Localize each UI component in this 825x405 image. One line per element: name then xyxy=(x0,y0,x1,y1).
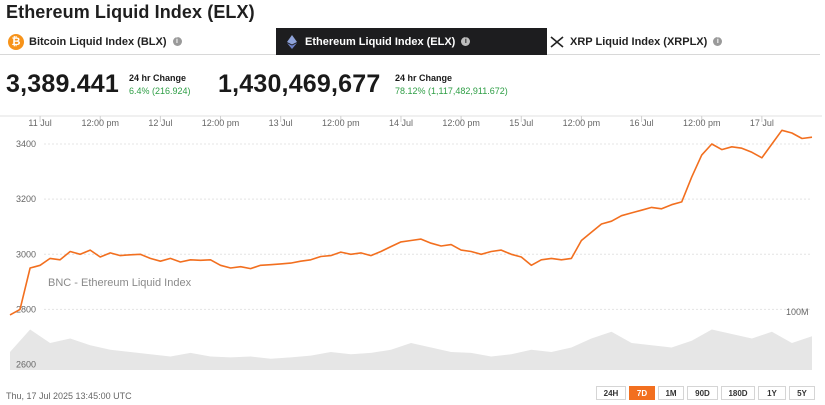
x-tick-label: 12:00 pm xyxy=(81,118,119,128)
range-button-90d[interactable]: 90D xyxy=(687,386,718,400)
price-series-line xyxy=(9,129,813,316)
change-value: 78.12% (1,117,482,911.672) xyxy=(395,86,508,96)
volume-area xyxy=(10,329,812,370)
x-tick-label: 16 Jul xyxy=(630,118,654,128)
x-tick-label: 12:00 pm xyxy=(442,118,480,128)
chart-timestamp: Thu, 17 Jul 2025 13:45:00 UTC xyxy=(6,391,132,401)
price-chart[interactable]: 11 Jul 12:00 pm 12 Jul 12:00 pm 13 Jul 12:00 … xyxy=(0,112,822,377)
x-tick-label: 12:00 pm xyxy=(202,118,240,128)
index-price: 3,389.441 xyxy=(6,70,120,98)
x-tick-label: 12:00 pm xyxy=(563,118,601,128)
info-icon[interactable]: i xyxy=(172,37,182,46)
index-tabbar: ₿ Bitcoin Liquid Index (BLX) i Ethereum … xyxy=(0,28,820,55)
tab-xrp-liquid-index[interactable]: XRP Liquid Index (XRPLX) i xyxy=(549,28,749,55)
y-tick-label: 3400 xyxy=(16,139,36,149)
change-label: 24 hr Change xyxy=(129,73,187,83)
price-line xyxy=(9,129,813,316)
x-tick-label: 17 Jul xyxy=(750,118,774,128)
tab-bitcoin-liquid-index[interactable]: ₿ Bitcoin Liquid Index (BLX) i xyxy=(8,28,270,55)
change-label: 24 hr Change xyxy=(395,73,453,83)
range-button-1y[interactable]: 1Y xyxy=(758,386,786,400)
info-icon[interactable]: i xyxy=(713,37,723,46)
ethereum-icon xyxy=(284,34,300,50)
xrp-icon xyxy=(549,34,565,50)
tab-ethereum-liquid-index[interactable]: Ethereum Liquid Index (ELX) i xyxy=(276,28,547,55)
info-icon[interactable]: i xyxy=(461,37,471,46)
x-axis: 11 Jul 12:00 pm 12 Jul 12:00 pm 13 Jul 12:00 … xyxy=(28,118,773,128)
range-button-5y[interactable]: 5Y xyxy=(789,386,815,400)
change-value: 6.4% (216.924) xyxy=(129,86,191,96)
range-button-180d[interactable]: 180D xyxy=(721,386,755,400)
x-tick-label: 12:00 pm xyxy=(683,118,721,128)
x-tick-label: 11 Jul xyxy=(28,118,51,128)
y-tick-label: 2800 xyxy=(16,304,36,314)
x-tick-label: 13 Jul xyxy=(269,118,293,128)
x-tick-label: 14 Jul xyxy=(389,118,413,128)
tab-label: Bitcoin Liquid Index (BLX) xyxy=(29,35,167,48)
page-title: Ethereum Liquid Index (ELX) xyxy=(6,2,255,22)
range-button-7d[interactable]: 7D xyxy=(629,386,655,400)
tab-label: Ethereum Liquid Index (ELX) xyxy=(305,35,456,48)
range-button-24h[interactable]: 24H xyxy=(596,386,626,400)
x-tick-label: 12 Jul xyxy=(148,118,172,128)
range-button-1m[interactable]: 1M xyxy=(658,386,684,400)
y-tick-label: 3200 xyxy=(16,194,36,204)
bitcoin-icon: ₿ xyxy=(8,33,24,50)
y-axis: 2600 2800 3000 3200 3400 xyxy=(16,139,36,369)
tab-label: XRP Liquid Index (XRPLX) xyxy=(570,35,708,48)
volume-bars xyxy=(10,329,812,370)
y-tick-label: 3000 xyxy=(16,249,36,259)
volume-scale-label: 100M xyxy=(786,307,809,317)
x-tick-label: 15 Jul xyxy=(509,118,533,128)
chart-watermark: BNC - Ethereum Liquid Index xyxy=(48,277,192,289)
index-volume: 1,430,469,677 xyxy=(218,70,381,98)
y-tick-label: 2600 xyxy=(16,359,36,369)
x-tick-label: 12:00 pm xyxy=(322,118,360,128)
range-selector: 24H 7D 1M 90D 180D 1Y 5Y xyxy=(596,386,818,400)
